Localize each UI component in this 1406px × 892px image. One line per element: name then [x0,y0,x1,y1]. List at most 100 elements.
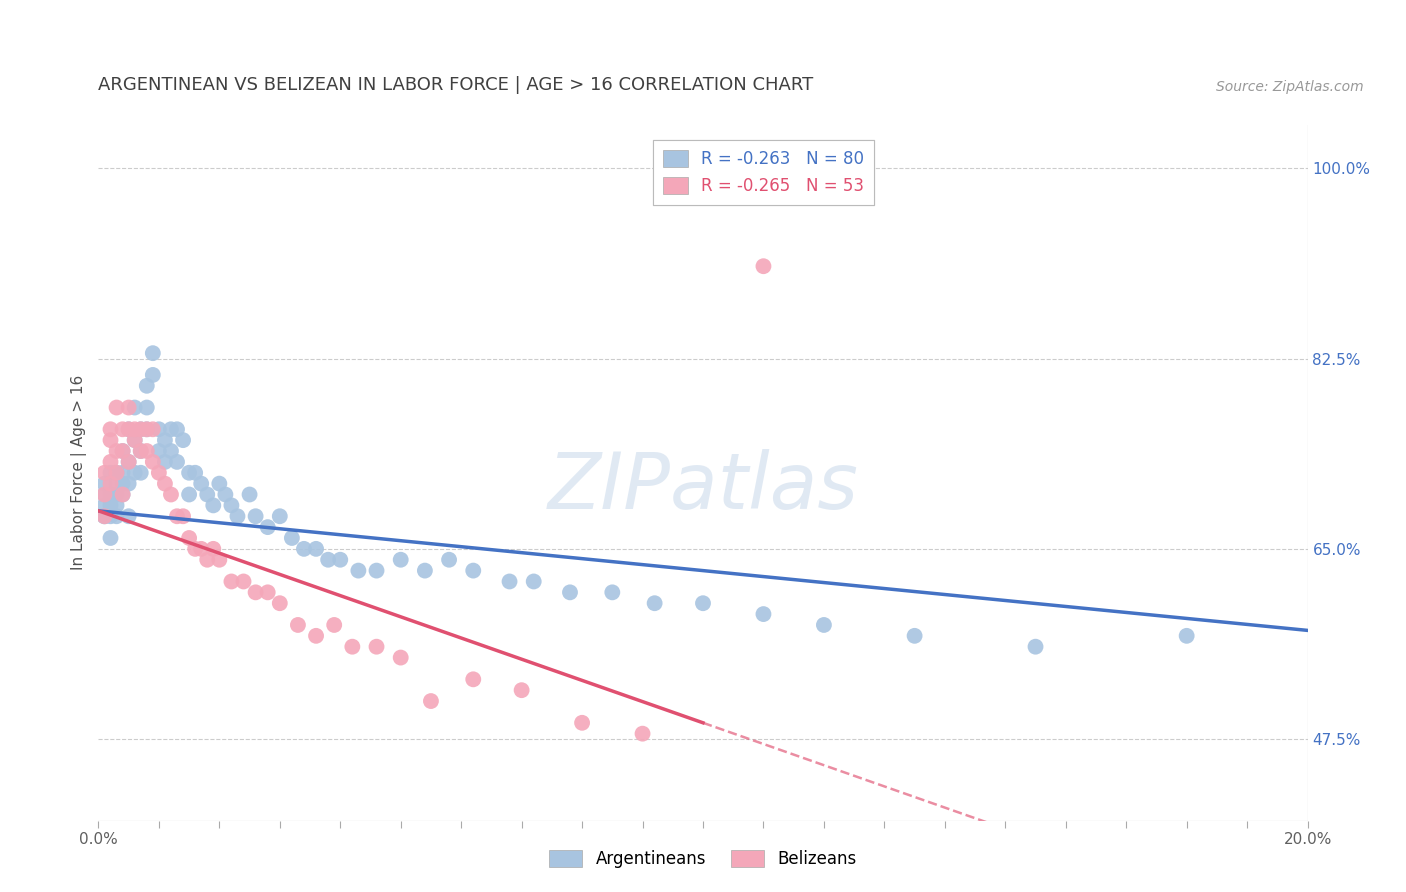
Point [142,368,165,382]
Point [93,509,115,524]
Point [752,259,775,273]
Point [118,476,141,491]
Point [239,487,262,501]
Legend: R = -0.263   N = 80, R = -0.265   N = 53: R = -0.263 N = 80, R = -0.265 N = 53 [652,140,875,205]
Point [93,499,115,513]
Point [292,541,315,556]
Point [93,509,115,524]
Point [692,835,714,849]
Point [208,552,231,567]
Point [184,466,207,480]
Point [111,444,134,458]
Point [100,466,122,480]
Point [256,585,278,599]
Point [105,466,128,480]
Point [148,422,170,436]
Point [142,422,165,436]
Legend: Argentineans, Belizeans: Argentineans, Belizeans [543,843,863,875]
Point [100,476,122,491]
Point [232,574,254,589]
Point [510,683,533,698]
Point [142,346,165,360]
Point [118,401,141,415]
Point [135,378,157,392]
Point [166,509,188,524]
Point [105,499,128,513]
Point [752,607,775,621]
Point [93,487,115,501]
Point [105,401,128,415]
Point [111,487,134,501]
Point [571,715,593,730]
Point [105,487,128,501]
Point [269,509,291,524]
Y-axis label: In Labor Force | Age > 16: In Labor Force | Age > 16 [72,376,87,570]
Point [124,401,146,415]
Point [463,673,485,687]
Point [100,531,122,545]
Point [100,499,122,513]
Point [160,487,183,501]
Point [135,444,157,458]
Point [631,727,654,741]
Point [195,487,218,501]
Point [142,455,165,469]
Point [172,509,194,524]
Point [195,552,218,567]
Point [172,433,194,447]
Point [166,455,188,469]
Point [184,541,207,556]
Point [305,541,328,556]
Point [420,694,443,708]
Point [644,596,666,610]
Point [166,422,188,436]
Point [190,541,212,556]
Point [100,422,122,436]
Point [93,466,115,480]
Point [105,444,128,458]
Point [118,455,141,469]
Point [498,574,520,589]
Point [256,520,278,534]
Point [135,422,157,436]
Point [190,476,212,491]
Point [160,422,183,436]
Point [523,574,546,589]
Point [305,629,328,643]
Point [148,466,170,480]
Point [221,574,243,589]
Point [221,499,243,513]
Point [463,564,485,578]
Point [602,585,624,599]
Point [153,476,176,491]
Point [93,476,115,491]
Point [287,618,309,632]
Point [366,564,388,578]
Text: ZIPatlas: ZIPatlas [547,449,859,524]
Point [129,422,152,436]
Point [1024,640,1046,654]
Point [692,596,714,610]
Point [179,487,201,501]
Point [129,444,152,458]
Point [111,422,134,436]
Point [389,650,412,665]
Text: ARGENTINEAN VS BELIZEAN IN LABOR FORCE | AGE > 16 CORRELATION CHART: ARGENTINEAN VS BELIZEAN IN LABOR FORCE |… [98,76,814,94]
Point [111,476,134,491]
Point [437,552,460,567]
Point [111,444,134,458]
Point [111,466,134,480]
Point [100,487,122,501]
Point [100,509,122,524]
Point [93,509,115,524]
Point [342,640,364,654]
Point [129,444,152,458]
Point [129,422,152,436]
Point [105,476,128,491]
Point [93,487,115,501]
Point [118,509,141,524]
Point [105,466,128,480]
Point [148,444,170,458]
Point [179,466,201,480]
Point [208,476,231,491]
